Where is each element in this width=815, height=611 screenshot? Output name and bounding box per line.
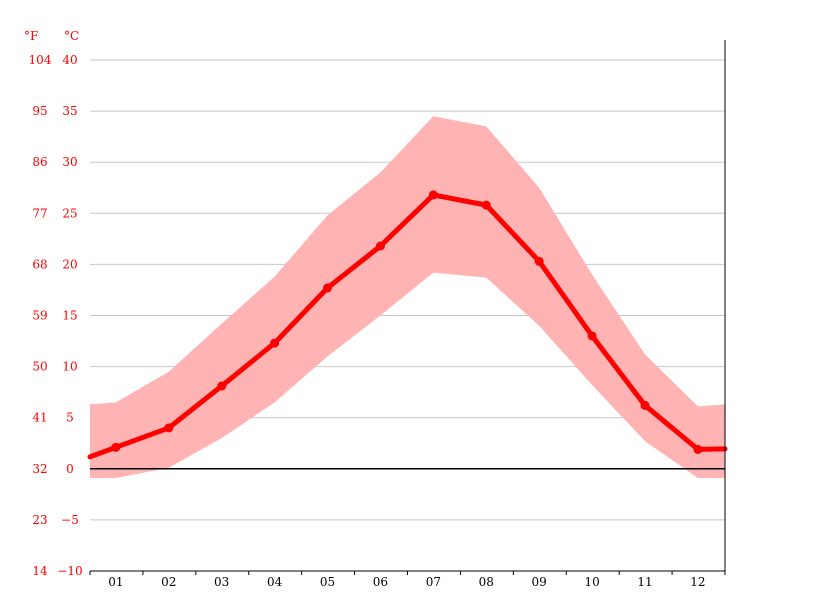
axes — [89, 40, 726, 575]
gridlines — [90, 59, 725, 572]
data-point — [481, 200, 491, 210]
month-label: 01 — [108, 575, 123, 589]
celsius-tick-label: −10 — [57, 564, 82, 578]
celsius-tick-label: 20 — [62, 257, 77, 271]
fahrenheit-tick-label: 41 — [32, 411, 47, 425]
fahrenheit-tick-label: 68 — [32, 257, 47, 271]
fahrenheit-tick-label: 59 — [32, 309, 47, 323]
x-axis-labels: 01 02 03 04 05 06 07 08 09 10 11 12 — [108, 575, 705, 589]
celsius-tick-label: −5 — [61, 513, 79, 527]
month-label: 09 — [532, 575, 547, 589]
month-label: 06 — [373, 575, 388, 589]
data-point — [693, 444, 703, 454]
fahrenheit-unit-label: °F — [24, 29, 38, 43]
celsius-tick-label: 5 — [66, 411, 74, 425]
celsius-tick-label: 15 — [62, 309, 77, 323]
month-label: 05 — [320, 575, 335, 589]
data-point — [428, 190, 438, 200]
data-point — [164, 423, 174, 433]
range-band-area — [90, 116, 725, 478]
month-label: 07 — [426, 575, 441, 589]
data-point — [534, 256, 544, 266]
data-point — [375, 241, 385, 251]
average-line-path — [87, 192, 728, 460]
month-label: 12 — [690, 575, 705, 589]
celsius-unit-label: °C — [64, 29, 79, 43]
month-label: 04 — [267, 575, 283, 589]
celsius-tick-label: 10 — [62, 360, 77, 374]
data-point — [587, 331, 597, 341]
celsius-tick-label: 40 — [62, 53, 77, 67]
average-temperature-line — [87, 190, 728, 460]
month-label: 03 — [214, 575, 229, 589]
data-point — [217, 381, 227, 391]
fahrenheit-tick-label: 104 — [29, 53, 52, 67]
month-label: 08 — [479, 575, 494, 589]
data-point — [640, 400, 650, 410]
y-axis-labels: °F °C 104 40 95 35 86 30 77 25 68 20 59 15 50 10 41 5 32… — [24, 29, 83, 578]
celsius-tick-label: 0 — [66, 462, 74, 476]
month-label: 11 — [637, 575, 652, 589]
data-point — [111, 442, 121, 452]
fahrenheit-tick-label: 14 — [32, 564, 48, 578]
celsius-tick-label: 25 — [62, 206, 77, 220]
month-label: 02 — [161, 575, 176, 589]
temperature-range-band — [90, 116, 725, 478]
fahrenheit-tick-label: 86 — [32, 155, 47, 169]
fahrenheit-tick-label: 32 — [32, 462, 47, 476]
fahrenheit-tick-label: 50 — [32, 360, 47, 374]
fahrenheit-tick-label: 77 — [32, 206, 47, 220]
fahrenheit-tick-label: 95 — [32, 104, 47, 118]
celsius-tick-label: 30 — [62, 155, 77, 169]
celsius-tick-label: 35 — [62, 104, 77, 118]
month-label: 10 — [584, 575, 599, 589]
data-point — [270, 338, 280, 348]
fahrenheit-tick-label: 23 — [32, 513, 47, 527]
data-point — [323, 283, 333, 293]
